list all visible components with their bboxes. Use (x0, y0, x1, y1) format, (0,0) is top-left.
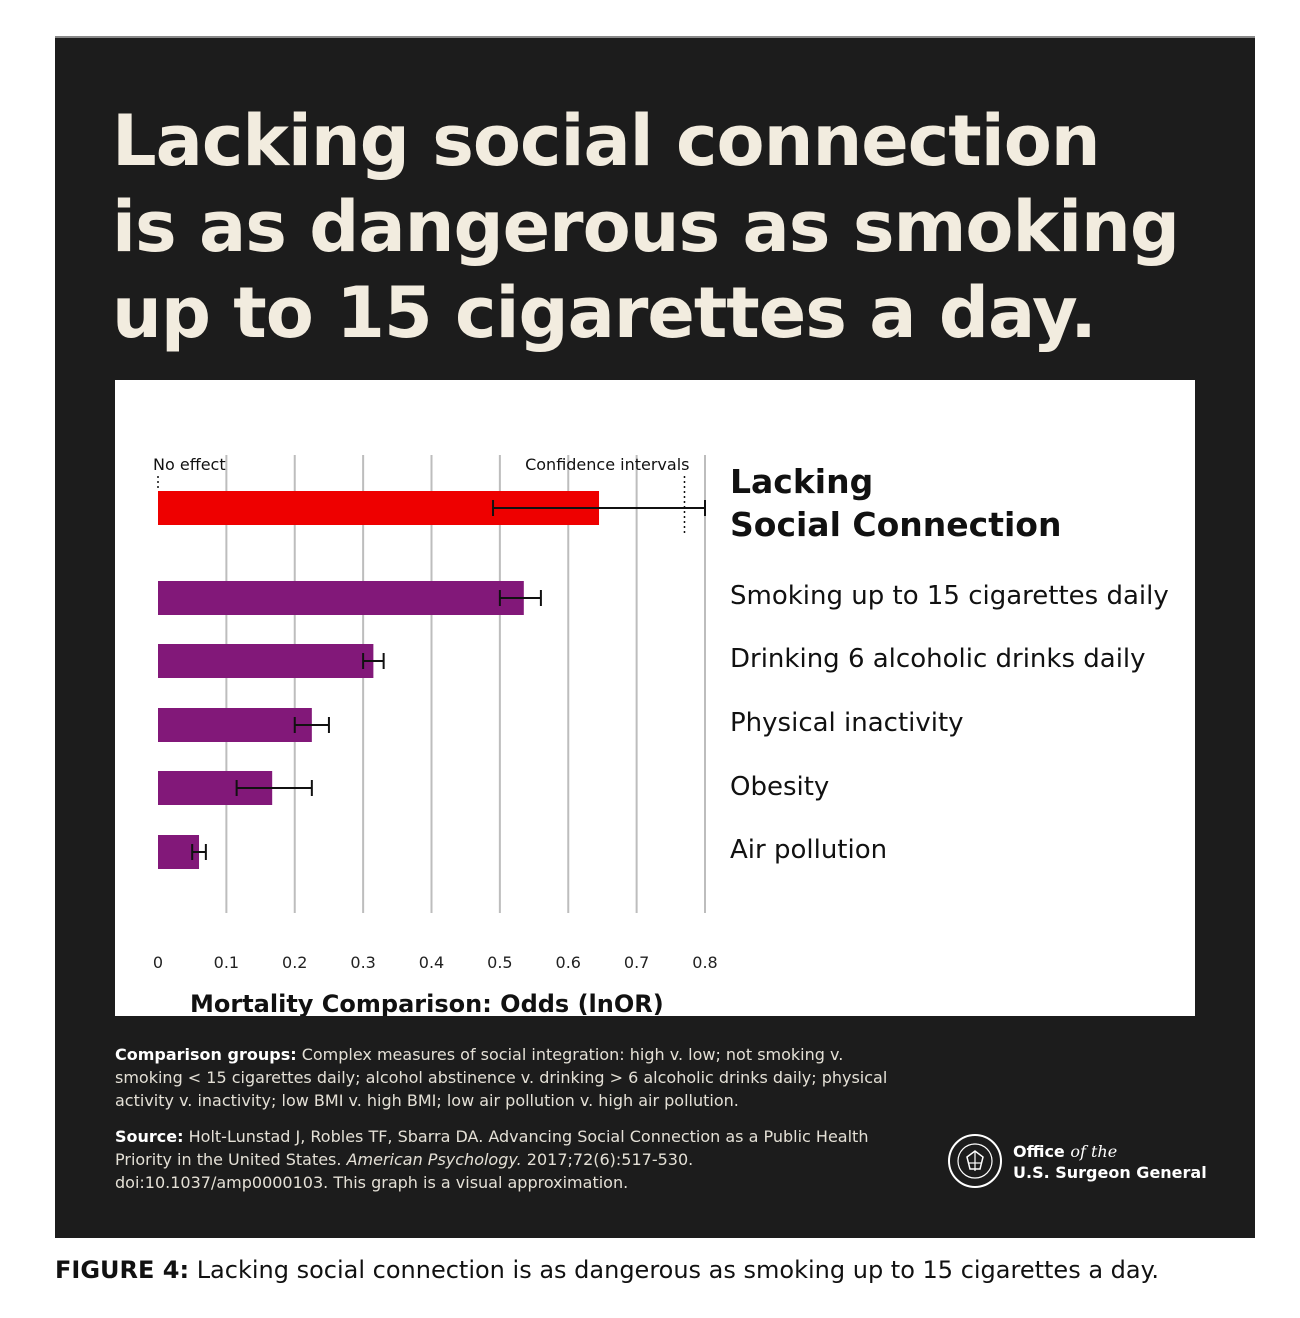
comparison-groups-text: Complex measures of social integration: … (115, 1045, 888, 1110)
figure-caption-label: FIGURE 4: (55, 1256, 190, 1284)
panel-top-border (55, 36, 1255, 38)
logo-of-the: of the (1070, 1142, 1118, 1161)
annotation-label-0: No effect (153, 455, 226, 474)
x-axis-title: Mortality Comparison: Odds (lnOR) (190, 990, 664, 1016)
source-text-2: 2017;72(6):517-530. doi:10.1037/amp00001… (115, 1150, 694, 1192)
source-journal: American Psychology. (346, 1150, 522, 1169)
category-label-1: Smoking up to 15 cigarettes daily (730, 581, 1169, 611)
source-text-1: Holt-Lunstad J, Robles TF, Sbarra DA. Ad… (115, 1127, 869, 1169)
x-tick-label-0: 0 (153, 953, 163, 972)
category-label-0-line-1: Lacking (730, 462, 874, 501)
headline-line-3: up to 15 cigarettes a day. (112, 272, 1097, 354)
chart-card: 0 0.1 0.2 0.3 0.4 0.5 0.6 0.7 0.8 No effect Confid… (115, 380, 1195, 1016)
headline: Lacking social connection is as dangerou… (112, 98, 1232, 356)
annotation-label-1: Confidence intervals (525, 455, 689, 474)
x-tick-label-4: 0.4 (419, 953, 444, 972)
bar-1 (158, 581, 524, 615)
figure-caption-text: Lacking social connection is as dangerou… (196, 1256, 1160, 1284)
category-label-0: Lacking Social Connection (730, 460, 1061, 546)
category-label-2: Drinking 6 alcoholic drinks daily (730, 644, 1146, 674)
x-tick-label-1: 0.1 (214, 953, 239, 972)
infographic-panel: Lacking social connection is as dangerou… (55, 38, 1255, 1238)
comparison-groups-note: Comparison groups: Complex measures of s… (115, 1043, 905, 1112)
logo-name: U.S. Surgeon General (1013, 1163, 1207, 1182)
x-tick-label-8: 0.8 (692, 953, 717, 972)
headline-line-1: Lacking social connection (112, 100, 1101, 182)
x-tick-label-7: 0.7 (624, 953, 649, 972)
comparison-groups-label: Comparison groups: (115, 1045, 297, 1064)
bar-3 (158, 708, 312, 742)
category-label-4: Obesity (730, 772, 830, 802)
surgeon-general-logo-text: Office of the U.S. Surgeon General (1013, 1141, 1207, 1183)
x-tick-label-2: 0.2 (282, 953, 307, 972)
x-tick-label-3: 0.3 (350, 953, 375, 972)
source-note: Source: Holt-Lunstad J, Robles TF, Sbarr… (115, 1125, 905, 1194)
figure-caption: FIGURE 4: Lacking social connection is a… (55, 1256, 1159, 1284)
source-label: Source: (115, 1127, 184, 1146)
x-tick-label-5: 0.5 (487, 953, 512, 972)
headline-line-2: is as dangerous as smoking (112, 186, 1180, 268)
bar-chart: 0 0.1 0.2 0.3 0.4 0.5 0.6 0.7 0.8 No effect Confid… (153, 455, 718, 1016)
logo-office: Office (1013, 1142, 1065, 1161)
category-label-3: Physical inactivity (730, 708, 964, 738)
surgeon-general-seal-icon (948, 1134, 1002, 1188)
category-label-5: Air pollution (730, 835, 888, 865)
category-label-0-line-2: Social Connection (730, 505, 1062, 544)
x-tick-label-6: 0.6 (556, 953, 581, 972)
bar-2 (158, 644, 374, 678)
